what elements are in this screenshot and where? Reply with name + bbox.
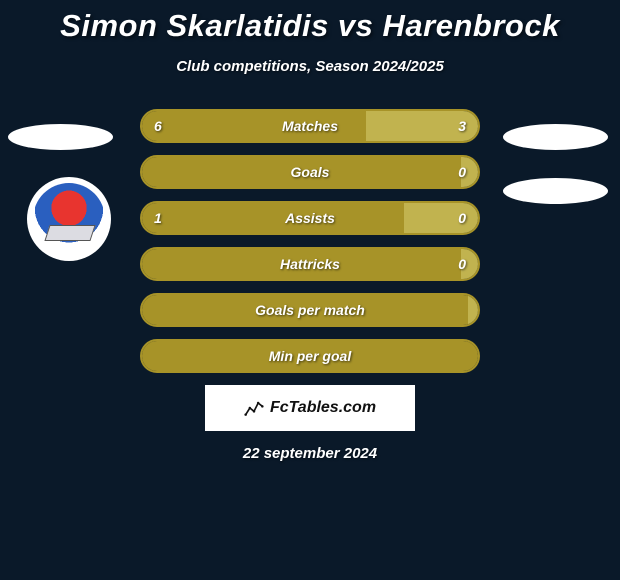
stat-bar (140, 201, 480, 235)
stat-bar (140, 109, 480, 143)
stat-bar (140, 247, 480, 281)
brand-label: FcTables.com (270, 399, 376, 417)
stat-row: Matches63 (0, 109, 620, 143)
stat-bar-player2 (461, 249, 478, 279)
stat-bar (140, 293, 480, 327)
stat-bar-player2 (366, 111, 478, 141)
stat-bar-player2 (468, 295, 478, 325)
stat-row: Min per goal (0, 339, 620, 373)
brand-box: FcTables.com (205, 385, 415, 431)
stat-bar (140, 339, 480, 373)
stat-row: Goals0 (0, 155, 620, 189)
stat-bar-player1 (142, 203, 404, 233)
stat-bar-player1 (142, 249, 461, 279)
stat-bar-player2 (404, 203, 478, 233)
stats-chart: Matches63 Goals0 Assists10 Hattricks0 Goals … (0, 109, 620, 373)
stat-row: Assists10 (0, 201, 620, 235)
stat-row: Goals per match (0, 293, 620, 327)
stat-bar-player2 (461, 157, 478, 187)
stat-bar (140, 155, 480, 189)
snapshot-date: 22 september 2024 (0, 445, 620, 462)
stat-bar-player1 (142, 341, 478, 371)
stat-bar-player1 (142, 111, 366, 141)
comparison-subtitle: Club competitions, Season 2024/2025 (0, 58, 620, 75)
comparison-title: Simon Skarlatidis vs Harenbrock (0, 0, 620, 44)
fctables-logo-icon (244, 398, 264, 418)
stat-bar-player1 (142, 157, 461, 187)
stat-row: Hattricks0 (0, 247, 620, 281)
stat-bar-player1 (142, 295, 468, 325)
